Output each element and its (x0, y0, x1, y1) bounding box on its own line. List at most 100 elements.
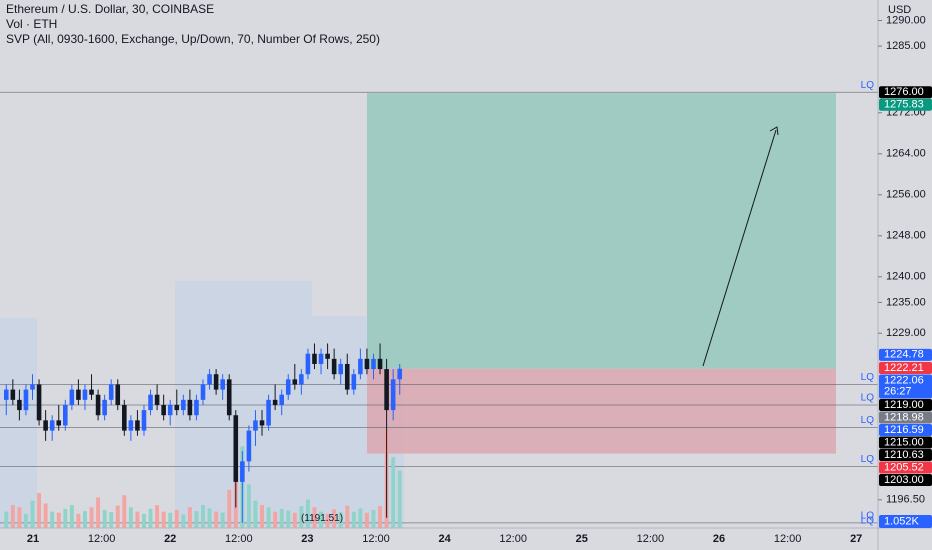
x-tick-label: 25 (576, 533, 588, 545)
candle-body (56, 420, 62, 426)
price-badge (879, 86, 932, 99)
volume-bar (292, 512, 297, 528)
volume-bar (364, 512, 369, 528)
y-tick-label: 1264.00 (886, 148, 926, 160)
volume-bar (135, 511, 140, 528)
candle-body (226, 379, 232, 416)
volume-bar (128, 507, 133, 528)
candle-body (351, 374, 357, 390)
price-badge (879, 436, 932, 449)
candle-body (49, 420, 55, 431)
price-badge-label: 1218.98 (884, 411, 924, 423)
candle-body (63, 404, 68, 426)
volume-bar (37, 493, 42, 528)
volume-legend: Vol · ETH (6, 17, 57, 31)
x-tick-label: 12:00 (225, 533, 253, 545)
candle-body (36, 384, 42, 421)
session-box (0, 318, 37, 528)
low-annotation: (1191.51) (301, 513, 343, 524)
price-badge-label: 1203.00 (884, 474, 924, 486)
volume-bar (279, 508, 284, 528)
candle-body (279, 394, 284, 405)
position-stop (367, 368, 836, 454)
price-badge (879, 449, 932, 462)
candle-body (272, 399, 278, 405)
price-badge-label: 1224.78 (884, 349, 924, 361)
candle-body (200, 384, 206, 400)
y-tick-label: 1290.00 (886, 14, 926, 26)
volume-badge (879, 515, 932, 528)
price-badge (879, 411, 932, 424)
volume-bar (378, 506, 383, 528)
volume-bar (391, 457, 396, 528)
y-tick-label: 1196.50 (886, 494, 925, 506)
volume-bar (63, 508, 68, 528)
x-tick-label: 12:00 (499, 533, 527, 545)
candle-body (384, 369, 389, 411)
candle-body (305, 353, 311, 375)
candle-body (292, 379, 298, 385)
candle-body (390, 379, 396, 411)
candle-body (108, 384, 114, 400)
lq-label: LQ (861, 415, 875, 426)
volume-bar (69, 505, 74, 528)
candle-body (148, 394, 153, 411)
volume-bar (148, 508, 153, 528)
volume-bar (96, 497, 101, 528)
arrow-head (769, 126, 779, 136)
price-badge-label: 1210.63 (884, 449, 924, 461)
candle-body (253, 420, 258, 431)
x-tick-label: 22 (164, 533, 176, 545)
volume-bar (4, 511, 9, 528)
price-badge-label: 1205.52 (884, 461, 924, 473)
price-badge-label: 1222.06 (884, 374, 924, 386)
candle-body (30, 384, 35, 390)
x-tick-label: 24 (438, 533, 451, 545)
volume-bar (30, 500, 35, 528)
volume-bar (332, 509, 337, 528)
volume-bar (358, 508, 363, 528)
volume-bar (56, 512, 61, 528)
price-badge (879, 399, 932, 412)
volume-bar (260, 505, 264, 528)
x-tick-label: 12:00 (637, 533, 665, 545)
volume-bar (155, 505, 160, 528)
candle-body (161, 404, 166, 416)
volume-bar (214, 511, 219, 528)
price-badge (879, 374, 932, 399)
volume-bar (253, 500, 258, 528)
y-tick-label: 1240.00 (886, 271, 926, 283)
price-badge (879, 474, 932, 487)
candle-body (95, 394, 101, 416)
candle-body (364, 358, 370, 370)
candle-body (102, 399, 107, 416)
candle-body (23, 389, 29, 411)
candle-body (358, 358, 363, 375)
candle-body (10, 389, 16, 400)
candle-body (377, 358, 383, 370)
price-badge-label: 1216.59 (884, 424, 924, 436)
volume-bar (168, 512, 173, 528)
candle-body (240, 461, 245, 482)
volume-bar (319, 511, 323, 528)
volume-badge-label: 1.052K (884, 515, 920, 527)
x-tick-label: 23 (301, 533, 313, 545)
x-tick-label: 27 (850, 533, 862, 545)
lq-label: LQ (861, 372, 875, 383)
volume-bar (397, 470, 402, 528)
volume-bar (338, 512, 343, 528)
candle-body (246, 430, 252, 462)
volume-bar (89, 507, 94, 528)
indicator-legend: SVP (All, 0930-1600, Exchange, Up/Down, … (6, 32, 380, 46)
volume-bar (83, 511, 87, 528)
candle-body (299, 374, 304, 385)
volume-bar (299, 506, 304, 528)
candle-body (194, 399, 199, 416)
volume-bar (115, 505, 120, 528)
candle-body (135, 420, 140, 431)
candle-body (397, 368, 403, 380)
y-tick-label: 1235.00 (886, 296, 926, 308)
volume-bar (273, 511, 278, 528)
position-target (367, 93, 836, 369)
candle-body (266, 399, 271, 426)
